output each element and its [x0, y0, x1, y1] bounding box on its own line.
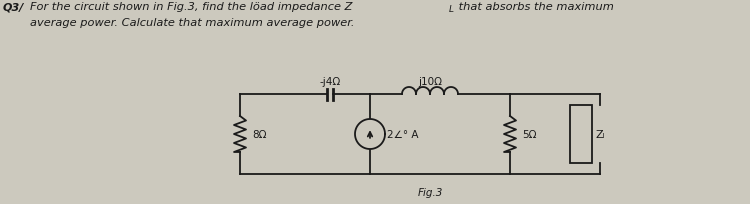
Text: 2∠° A: 2∠° A: [387, 129, 418, 139]
Bar: [570, 105, 592, 163]
Text: 5Ω: 5Ω: [522, 129, 536, 139]
Text: Zₗ: Zₗ: [596, 129, 605, 139]
Text: 8Ω: 8Ω: [252, 129, 266, 139]
Text: -j4Ω: -j4Ω: [320, 77, 340, 86]
Text: For the circuit shown in Fig.3, find the löad impedance Z: For the circuit shown in Fig.3, find the…: [30, 2, 352, 12]
Text: j10Ω: j10Ω: [418, 77, 442, 86]
Text: average power. Calculate that maximum average power.: average power. Calculate that maximum av…: [30, 18, 355, 28]
Text: Q3/: Q3/: [3, 3, 24, 13]
Text: Fig.3: Fig.3: [417, 187, 442, 197]
Text: L: L: [449, 5, 454, 14]
Text: that absorbs the maximum: that absorbs the maximum: [455, 2, 614, 12]
